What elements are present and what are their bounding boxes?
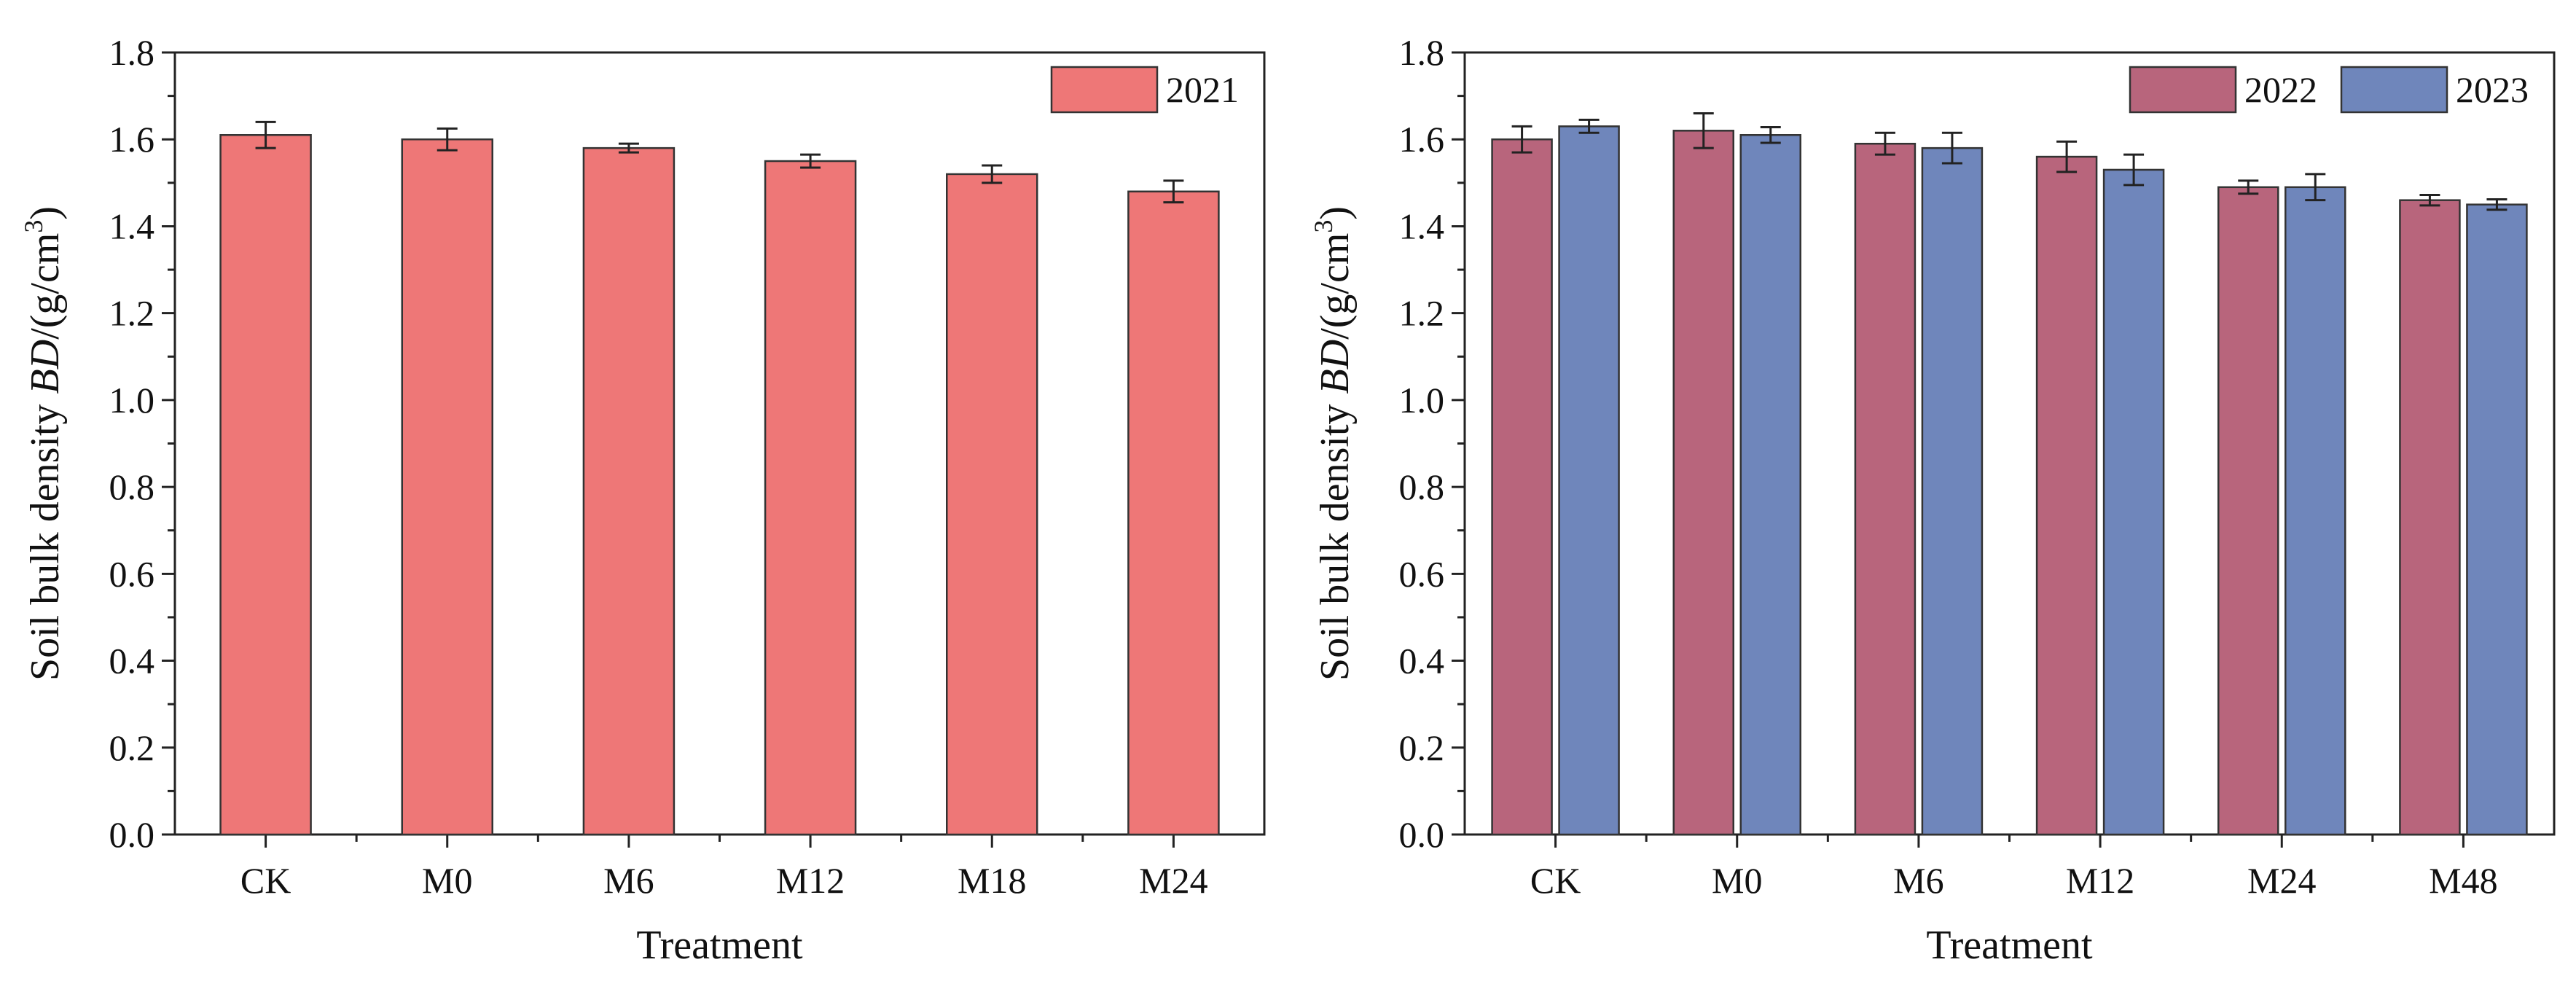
x-axis-title: Treatment [636,923,803,968]
legend: 2021 [1050,66,1239,114]
y-tick-label: 0.8 [109,466,155,507]
chart-2021: 0.0 0.2 0.4 0.6 0.8 1.0 1.2 1.4 1.6 1.8 Soil bulk … [19,32,1266,968]
error-bar-2021-ck [255,120,276,149]
bar-2021-m24 [1127,190,1220,836]
y-axis-title-close: ) [23,206,68,220]
y-axis-title-superscript: 3 [1309,220,1338,233]
legend-swatch-2022 [2129,66,2237,114]
y-tick-label: 1.8 [109,32,155,73]
y-axis-title-italic: BD [1312,340,1358,394]
error-bar-2022-m24 [2238,179,2259,195]
bar-2021-m18 [946,173,1038,836]
error-bar-2021-m12 [800,153,821,169]
y-tick-label: 0.0 [1399,814,1445,855]
error-bar-2021-m18 [982,164,1003,184]
y-tick-label: 1.6 [1399,119,1445,160]
x-axis-title: Treatment [1926,923,2093,968]
y-tick-label: 1.2 [109,293,155,334]
y-axis-title-superscript: 3 [19,220,48,233]
plot-frame [1463,51,2556,836]
x-tick-label-m6: M6 [1893,860,1943,901]
x-tick-label-m6: M6 [603,860,654,901]
y-tick-label: 0.6 [109,553,155,594]
x-tick-label-m0: M0 [1712,860,1762,901]
bar-2022-m24 [2217,186,2279,836]
error-bar-2021-m6 [618,142,639,154]
y-tick-label: 0.4 [109,641,155,681]
error-bar-2022-m6 [1874,131,1895,156]
legend-swatch-2021 [1050,66,1159,114]
bar-2021-m0 [401,138,493,836]
y-axis-title-close: ) [1312,206,1358,220]
y-tick-label: 1.4 [109,206,155,246]
y-tick-label: 1.0 [1399,380,1445,421]
bar-2023-m48 [2466,203,2528,836]
bar-2022-m48 [2399,199,2461,836]
x-tick-label-ck: CK [240,860,291,901]
x-tick-label-m24: M24 [2247,860,2316,901]
x-tick-label-m18: M18 [958,860,1026,901]
x-tick-label-m0: M0 [422,860,472,901]
bar-2021-m6 [582,146,676,836]
error-bar-2023-m6 [1941,131,1962,165]
y-axis-title-unit: /(g/cm [1312,233,1358,340]
y-tick-label: 0.8 [1399,466,1445,507]
y-tick-label: 1.4 [1399,206,1445,246]
bar-2021-ck [219,134,312,836]
x-tick-label-m12: M12 [2066,860,2134,901]
x-tick-label-m12: M12 [776,860,845,901]
error-bar-2022-ck [1511,125,1532,154]
bar-2023-m24 [2285,186,2346,836]
x-tick-label-m48: M48 [2429,860,2497,901]
y-axis-title: Soil bulk density BD/(g/cm3) [1309,206,1358,681]
plot-frame [173,51,1266,836]
bar-2023-m6 [1921,146,1984,836]
bar-2023-ck [1558,125,1620,836]
error-bar-2023-m0 [1760,126,1781,144]
bar-2022-m12 [2035,155,2098,836]
y-tick-label: 0.4 [1399,641,1445,681]
error-bar-2023-m12 [2123,153,2145,187]
y-axis-title-prefix: Soil bulk density [1312,394,1358,681]
error-bar-2023-ck [1578,118,1600,134]
y-tick-label: 1.0 [109,380,155,421]
y-tick-label: 1.2 [1399,293,1445,334]
legend-label-2022: 2022 [2244,69,2317,110]
error-bar-2021-m0 [436,127,458,152]
y-axis-title-prefix: Soil bulk density [23,394,68,681]
bar-2023-m12 [2102,168,2165,836]
legend-label-2021: 2021 [1166,69,1239,110]
y-tick-label: 1.6 [109,119,155,160]
error-bar-2022-m0 [1693,112,1714,149]
bar-2021-m12 [764,160,857,836]
y-tick-label: 0.2 [1399,727,1445,768]
y-axis-title-italic: BD [23,340,68,394]
bar-2023-m0 [1739,134,1801,836]
y-tick-label: 0.2 [109,727,155,768]
x-tick-label-m24: M24 [1139,860,1207,901]
y-tick-label: 0.0 [109,814,155,855]
error-bar-2023-m24 [2305,173,2326,202]
legend-swatch-2023 [2340,66,2448,114]
bar-2022-m0 [1672,130,1734,836]
chart-2022-2023: 0.0 0.2 0.4 0.6 0.8 1.0 1.2 1.4 1.6 1.8 Soil bulk … [1309,32,2556,968]
y-tick-label: 0.6 [1399,553,1445,594]
error-bar-2021-m24 [1163,179,1184,204]
error-bar-2022-m48 [2419,194,2440,207]
error-bar-2023-m48 [2486,198,2508,211]
y-axis-title-unit: /(g/cm [23,233,68,340]
x-tick-label-ck: CK [1530,860,1581,901]
error-bar-2022-m12 [2056,140,2078,173]
y-axis-title: Soil bulk density BD/(g/cm3) [19,206,68,681]
bar-2022-ck [1491,138,1553,836]
legend-label-2023: 2023 [2456,69,2529,110]
legend: 2022 2023 [2129,66,2529,114]
bar-2022-m6 [1854,142,1917,836]
y-tick-label: 1.8 [1399,32,1445,73]
